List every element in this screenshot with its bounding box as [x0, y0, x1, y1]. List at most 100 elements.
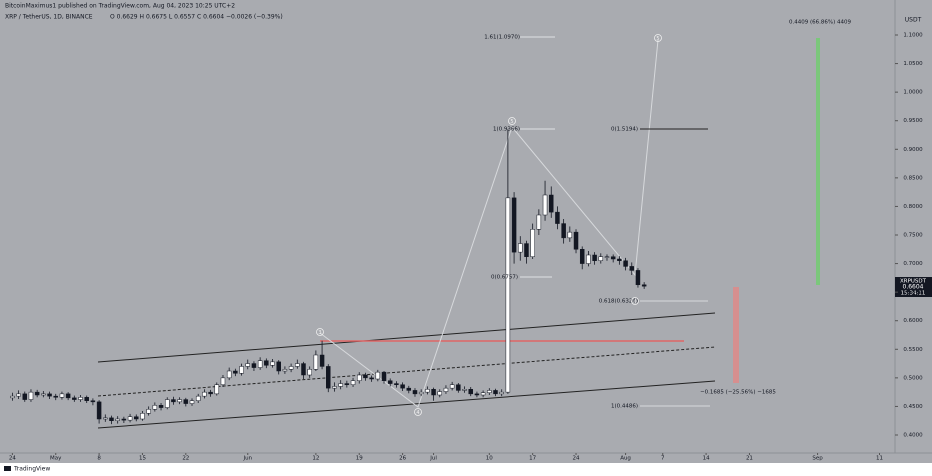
candle-body	[412, 390, 418, 395]
candle-body	[282, 369, 288, 372]
candle-body	[257, 360, 263, 368]
candle-body	[338, 383, 343, 387]
candle-body	[480, 392, 486, 396]
publisher: BitcoinMaximus1 published on TradingView…	[5, 3, 235, 10]
candle-body	[146, 409, 151, 414]
y-tick-label: 0.9000	[903, 147, 923, 153]
candle-body	[84, 397, 89, 401]
candle-body	[103, 417, 108, 420]
last-price: 0.6604	[903, 284, 924, 291]
candle-body	[406, 387, 412, 391]
candle-body	[307, 369, 312, 376]
candle-body	[245, 363, 251, 367]
x-tick-label: 12	[312, 456, 319, 462]
candle-body	[468, 389, 473, 395]
candle-body	[394, 383, 399, 385]
candle-body	[462, 389, 467, 391]
candle-body	[16, 393, 21, 397]
annotation: 0.4409 (66.86%) 4409	[789, 20, 852, 26]
candle-body	[288, 366, 294, 370]
y-tick-label: 0.5000	[903, 375, 923, 381]
risk-bar	[733, 287, 739, 383]
candle-body	[542, 194, 548, 216]
candle-body	[598, 256, 604, 261]
candle-body	[202, 391, 207, 397]
candle-body	[233, 370, 238, 374]
candle-body	[78, 397, 83, 400]
candle-body	[313, 354, 319, 370]
annotation: 0.618(0.6324)	[599, 299, 638, 305]
candle-body	[28, 391, 34, 400]
candle-body	[375, 371, 381, 380]
candle-body	[456, 384, 461, 391]
y-tick-label: 1.1000	[903, 33, 923, 39]
candle-body	[109, 417, 114, 421]
wave-label: 3	[318, 330, 321, 336]
x-tick-label: 26	[399, 456, 406, 462]
wave-circle	[508, 117, 516, 125]
x-tick-label: 11	[876, 456, 883, 462]
candle-body	[301, 363, 306, 376]
candle-body	[270, 361, 275, 366]
wave-circle	[316, 328, 324, 336]
candle-body	[41, 393, 46, 396]
candle-body	[555, 211, 560, 224]
wave-label: 5	[656, 36, 659, 42]
candle-body	[65, 393, 71, 399]
last-price-box	[895, 277, 932, 297]
candle-body	[400, 384, 405, 389]
candle-body	[431, 389, 436, 396]
y-tick-label: 0.5500	[903, 347, 923, 353]
wave-line	[511, 39, 659, 277]
countdown: 15:34:11	[901, 291, 926, 297]
candle-body	[214, 384, 220, 395]
x-tick-label: 19	[356, 456, 363, 462]
candle-body	[617, 258, 622, 261]
x-tick-label: 14	[703, 456, 710, 462]
x-tick-label: 24	[573, 456, 580, 462]
candle-body	[437, 391, 443, 396]
candle-body	[356, 374, 362, 381]
candle-body	[164, 399, 170, 408]
candle-body	[635, 270, 641, 286]
candle-body	[127, 416, 133, 421]
footer	[0, 463, 932, 476]
x-tick-label: 15	[139, 456, 146, 462]
wave-circle	[654, 34, 662, 42]
candle-body	[319, 354, 325, 367]
candle-body	[295, 363, 300, 367]
candle-body	[226, 370, 232, 379]
candle-body	[418, 391, 424, 395]
candle-body	[140, 413, 145, 420]
candle-body	[425, 389, 430, 393]
candle-body	[332, 386, 337, 389]
annotation: 0(0.6757)	[491, 275, 518, 281]
candle-body	[264, 360, 269, 366]
candle-body	[548, 194, 554, 213]
ohlc: O 0.6629 H 0.6675 L 0.6557 C 0.6604 −0.0…	[110, 14, 283, 21]
candle-body	[474, 393, 480, 396]
candle-body	[610, 256, 616, 260]
annotation: 0(1.5194)	[611, 127, 638, 133]
annotation: 1(0.9366)	[493, 127, 520, 133]
x-tick-label: May	[50, 456, 62, 462]
candle-body	[369, 377, 374, 380]
y-tick-label: 1.0500	[903, 61, 923, 67]
candle-body	[115, 418, 120, 421]
x-tick-label: 7	[661, 456, 665, 462]
candle-body	[536, 214, 542, 230]
candle-body	[604, 256, 610, 258]
candle-body	[326, 366, 331, 389]
wave-circle	[631, 297, 639, 305]
candle-body	[189, 400, 195, 404]
wave-label: 5	[510, 119, 513, 125]
y-tick-label: 0.6000	[903, 318, 923, 324]
channel-upper	[97, 312, 716, 363]
candle-body	[47, 393, 52, 397]
candle-body	[158, 405, 164, 408]
x-tick-label: 21	[746, 456, 753, 462]
candle-body	[381, 371, 387, 381]
candle-body	[276, 361, 281, 372]
candle-body	[487, 390, 492, 393]
